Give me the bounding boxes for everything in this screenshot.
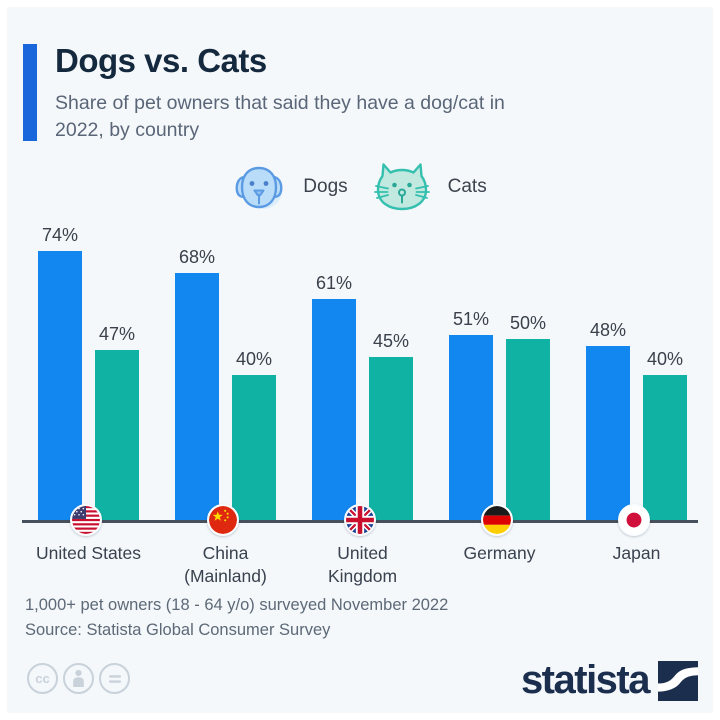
statista-branding[interactable]: statista (521, 658, 698, 703)
value-label-dogs-germany: 51% (452, 309, 490, 329)
legend-label-cats: Cats (447, 176, 487, 197)
statista-wordmark: statista (520, 658, 651, 702)
cc-icon[interactable]: cc (27, 663, 58, 694)
value-label-dogs-japan: 48% (589, 320, 627, 340)
bar-cats-united-states (95, 350, 139, 522)
page-title: Dogs vs. Cats (55, 42, 267, 79)
cc-icon-label: cc (35, 671, 50, 686)
germany-flag-icon (481, 504, 513, 536)
bar-dogs-japan (586, 346, 630, 522)
category-label-japan: Japan (612, 543, 661, 563)
title-accent-bar (23, 44, 37, 141)
source-footnote: Source: Statista Global Consumer Survey (25, 621, 331, 639)
japan-flag-icon (618, 504, 650, 536)
chart-legend: Dogs Cats (0, 158, 720, 216)
dog-face-icon (235, 166, 283, 209)
category-label-united-kingdom: United Kingdom (327, 543, 398, 586)
bar-cats-japan (643, 375, 687, 522)
uk-flag-icon (344, 504, 376, 536)
no-derivatives-icon[interactable] (99, 663, 130, 694)
cc-license-row[interactable]: cc (27, 663, 130, 694)
category-label-germany: Germany (463, 543, 536, 563)
category-label-united-states: United States (35, 543, 142, 563)
value-label-cats-china-mainland: 40% (235, 349, 273, 369)
bar-cats-united-kingdom (369, 357, 413, 522)
attribution-icon[interactable] (63, 663, 94, 694)
legend-label-dogs: Dogs (303, 176, 348, 197)
value-label-cats-germany: 50% (509, 313, 547, 333)
value-label-cats-japan: 40% (646, 349, 684, 369)
bar-dogs-united-kingdom (312, 299, 356, 522)
page-subtitle: Share of pet owners that said they have … (55, 92, 505, 141)
category-label-china-mainland: China (Mainland) (184, 543, 267, 586)
statista-logo-icon (658, 660, 698, 701)
china-flag-icon (207, 504, 239, 536)
bar-cats-germany (506, 339, 550, 522)
bar-cats-china-mainland (232, 375, 276, 522)
legend-item-dogs: Dogs (233, 161, 348, 213)
bar-dogs-germany (449, 335, 493, 522)
value-label-dogs-china-mainland: 68% (178, 247, 216, 267)
bar-dogs-united-states (38, 251, 82, 522)
legend-item-cats: Cats (373, 161, 487, 213)
value-label-cats-united-states: 47% (98, 324, 136, 344)
value-label-dogs-united-states: 74% (41, 225, 79, 245)
value-label-dogs-united-kingdom: 61% (315, 273, 353, 293)
value-label-cats-united-kingdom: 45% (372, 331, 410, 351)
cat-face-icon (373, 163, 430, 211)
bar-chart: 74% 47% 68% 40% 61% 45% 51% 50% 48% 40% (38, 225, 687, 522)
bar-dogs-china-mainland (175, 273, 219, 522)
survey-footnote: 1,000+ pet owners (18 - 64 y/o) surveyed… (25, 596, 449, 614)
us-flag-icon (70, 504, 102, 536)
